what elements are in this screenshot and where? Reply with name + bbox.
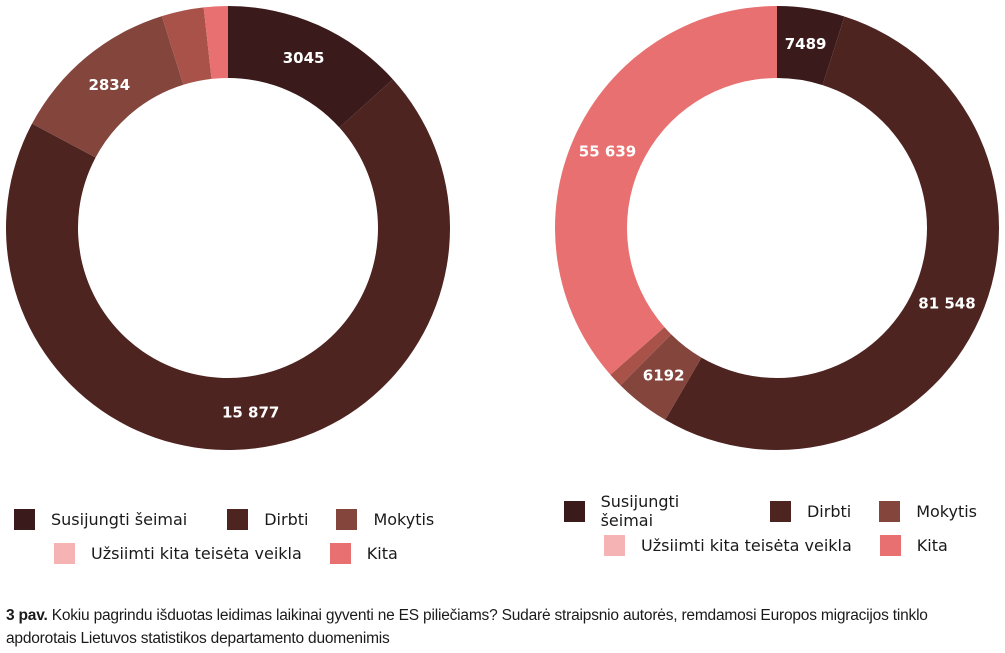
- legend-item-susijungti-seimai: Susijungti šeimai: [14, 508, 188, 530]
- legend-item-uzsiimti: Užsiimti kita teisėta veikla: [54, 542, 302, 564]
- donut-slice-kita: [203, 6, 228, 79]
- donut-slice-susijungti-šeimai: [777, 6, 845, 86]
- legend-label: Mokytis: [373, 509, 435, 529]
- legend-label: Užsiimti kita teisėta veikla: [91, 543, 302, 563]
- donut-slice-dirbti: [5, 79, 451, 451]
- slice-value-label: 81 548: [918, 295, 975, 313]
- legend-swatch: [604, 534, 625, 556]
- legend-item-kita: Kita: [879, 534, 948, 556]
- donut-slice-užsiimti-kita-teisėta-veikla: [610, 327, 672, 386]
- donut-slice-kita: [555, 6, 777, 375]
- donut-slice-susijungti-šeimai: [228, 6, 393, 128]
- slice-value-label: 7489: [785, 35, 827, 53]
- legend-label: Kita: [366, 543, 398, 563]
- slice-value-label: 2834: [88, 76, 130, 94]
- slice-value-label: 6192: [643, 366, 685, 384]
- legend-swatch: [336, 508, 358, 530]
- donut-chart-right-svg: 7489 81 548 6192 55 639: [555, 6, 999, 450]
- legend-item-susijungti-seimai: Susijungti šeimai: [564, 492, 734, 530]
- legend-item-mokytis: Mokytis: [336, 508, 435, 530]
- caption-text: Kokiu pagrindu išduotas leidimas laikina…: [6, 607, 928, 647]
- figure-caption: 3 pav. Kokiu pagrindu išduotas leidimas …: [6, 604, 1001, 650]
- legend-item-dirbti: Dirbti: [227, 508, 309, 530]
- legend-left: Susijungti šeimai Dirbti Mokytis Užsiimt…: [14, 502, 462, 570]
- donut-slice-mokytis: [620, 334, 702, 420]
- donut-slice-mokytis: [32, 16, 184, 158]
- legend-swatch: [227, 508, 249, 530]
- donut-slice-dirbti: [665, 16, 999, 450]
- figure-number: 3 pav.: [6, 607, 48, 624]
- legend-item-mokytis: Mokytis: [879, 500, 977, 522]
- legend-swatch: [54, 542, 75, 564]
- legend-label: Užsiimti kita teisėta veikla: [641, 535, 852, 555]
- legend-label: Susijungti šeimai: [51, 509, 188, 529]
- legend-item-dirbti: Dirbti: [769, 500, 852, 522]
- legend-label: Mokytis: [916, 501, 977, 521]
- donut-slice-užsiimti-kita-teisėta-veikla: [161, 7, 212, 85]
- legend-swatch: [564, 500, 585, 522]
- legend-swatch: [14, 508, 35, 530]
- legend-item-kita: Kita: [329, 542, 398, 564]
- donut-chart-left: 3045 15 877 2834: [0, 0, 460, 460]
- legend-swatch: [879, 500, 901, 522]
- legend-right: Susijungti šeimai Dirbti Mokytis Užsiimt…: [564, 492, 1005, 562]
- legend-label: Kita: [916, 535, 948, 555]
- legend-swatch: [769, 500, 791, 522]
- legend-label: Dirbti: [264, 509, 309, 529]
- legend-label: Dirbti: [806, 501, 852, 521]
- legend-swatch: [329, 542, 351, 564]
- slice-value-label: 55 639: [579, 142, 636, 160]
- donut-chart-right: 7489 81 548 6192 55 639: [545, 0, 1005, 460]
- legend-item-uzsiimti: Užsiimti kita teisėta veikla: [604, 534, 852, 556]
- legend-swatch: [879, 534, 901, 556]
- slice-value-label: 3045: [283, 49, 325, 67]
- legend-label: Susijungti šeimai: [600, 492, 680, 530]
- donut-chart-left-svg: 3045 15 877 2834: [5, 6, 451, 451]
- slice-value-label: 15 877: [222, 404, 279, 422]
